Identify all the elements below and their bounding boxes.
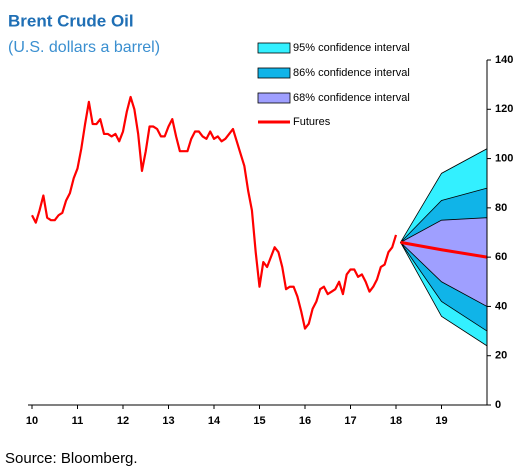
x-tick-label: 17	[344, 415, 356, 427]
legend-swatch	[257, 92, 291, 104]
legend-swatch	[257, 42, 291, 54]
x-tick-label: 12	[117, 415, 129, 427]
x-tick-label: 11	[72, 415, 84, 427]
y-tick-label: 40	[495, 300, 507, 312]
x-tick-label: 19	[435, 415, 447, 427]
y-tick-label: 60	[495, 251, 507, 263]
y-tick-label: 0	[495, 399, 501, 411]
legend-label: 95% confidence interval	[293, 42, 410, 54]
y-tick-label: 20	[495, 350, 507, 362]
x-tick-label: 16	[299, 415, 311, 427]
price-line	[31, 95, 398, 330]
legend-label: 68% confidence interval	[293, 92, 410, 104]
y-tick-label: 140	[495, 54, 513, 66]
y-tick-label: 120	[495, 103, 513, 115]
x-tick-label: 15	[253, 415, 265, 427]
legend-label: Futures	[293, 116, 331, 128]
y-tick-label: 100	[495, 152, 513, 164]
legend-swatch	[257, 67, 291, 79]
x-tick-label: 13	[162, 415, 174, 427]
x-tick-label: 14	[208, 415, 221, 427]
source-note: Source: Bloomberg.	[5, 450, 138, 467]
legend-label: 86% confidence interval	[293, 67, 410, 79]
chart-subtitle: (U.S. dollars a barrel)	[8, 39, 160, 56]
chart-title: Brent Crude Oil	[8, 11, 134, 30]
futures-line	[400, 240, 488, 259]
x-tick-label: 10	[26, 415, 38, 427]
x-tick-label: 18	[390, 415, 402, 427]
y-tick-label: 80	[495, 202, 507, 214]
